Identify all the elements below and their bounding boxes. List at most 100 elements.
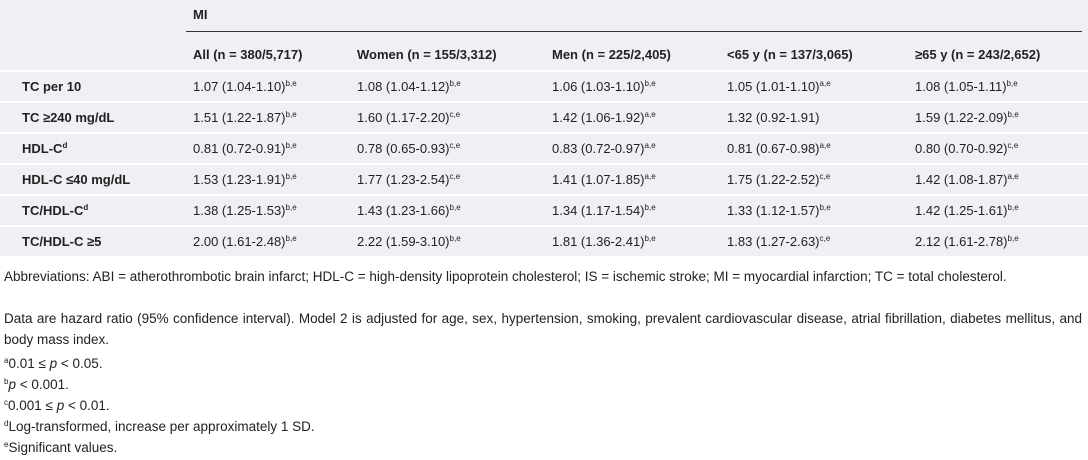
table-cell: 1.42 (1.06-1.92)a,e <box>552 110 656 125</box>
row-label-text: TC/HDL-C <box>22 203 84 218</box>
row-label: TC/HDL-C ≥5 <box>22 234 101 249</box>
superscript: c,e <box>819 234 831 243</box>
footnote-marker: a <box>4 356 9 365</box>
superscript: b,e <box>1007 110 1019 119</box>
footnote: eSignificant values. <box>4 434 1082 458</box>
row-background <box>0 72 1088 101</box>
cell-value: 1.07 (1.04-1.10) <box>193 79 286 94</box>
superscript: b,e <box>285 110 297 119</box>
superscript: a,e <box>1007 172 1019 181</box>
superscript: b,e <box>285 141 297 150</box>
row-label: HDL-Cd <box>22 141 67 156</box>
table-cell: 1.53 (1.23-1.91)b,e <box>193 172 297 187</box>
cell-value: 1.08 (1.05-1.11) <box>915 79 1007 94</box>
cell-value: 1.83 (1.27-2.63) <box>727 234 820 249</box>
row-background <box>0 227 1088 256</box>
cell-value: 0.80 (0.70-0.92) <box>915 141 1008 156</box>
cell-value: 1.38 (1.25-1.53) <box>193 203 286 218</box>
footnote-marker: e <box>4 440 9 449</box>
cell-value: 1.42 (1.06-1.92) <box>552 110 645 125</box>
table-cell: 1.77 (1.23-2.54)c,e <box>357 172 460 187</box>
cell-value: 1.60 (1.17-2.20) <box>357 110 450 125</box>
row-label: TC per 10 <box>22 79 81 94</box>
cell-value: 1.77 (1.23-2.54) <box>357 172 450 187</box>
superscript: b,e <box>1007 234 1019 243</box>
superscript: a,e <box>644 141 656 150</box>
superscript: b,e <box>644 203 656 212</box>
footnote-text: Log-transformed, increase per approximat… <box>8 419 315 434</box>
table-cell: 1.07 (1.04-1.10)b,e <box>193 79 297 94</box>
cell-value: 1.41 (1.07-1.85) <box>552 172 645 187</box>
cell-value: 1.53 (1.23-1.91) <box>193 172 286 187</box>
cell-value: 1.42 (1.08-1.87) <box>915 172 1008 187</box>
table-cell: 1.51 (1.22-1.87)b,e <box>193 110 297 125</box>
row-label: HDL-C ≤40 mg/dL <box>22 172 130 187</box>
superscript: b,e <box>285 79 297 88</box>
footnote: dLog-transformed, increase per approxima… <box>4 413 1082 437</box>
table-cell: 0.78 (0.65-0.93)c,e <box>357 141 460 156</box>
table-cell: 1.75 (1.22-2.52)c,e <box>727 172 830 187</box>
superscript: b,e <box>285 203 297 212</box>
cell-value: 1.33 (1.12-1.57) <box>727 203 820 218</box>
cell-value: 1.43 (1.23-1.66) <box>357 203 450 218</box>
table-cell: 1.42 (1.25-1.61)b,e <box>915 203 1019 218</box>
cell-value: 1.81 (1.36-2.41) <box>552 234 645 249</box>
table-cell: 2.22 (1.59-3.10)b,e <box>357 234 461 249</box>
row-label-text: HDL-C <box>22 141 63 156</box>
data-note: Data are hazard ratio (95% confidence in… <box>4 311 1082 347</box>
cell-value: 2.22 (1.59-3.10) <box>357 234 450 249</box>
superscript: b,e <box>449 79 461 88</box>
cell-value: 1.75 (1.22-2.52) <box>727 172 820 187</box>
row-label-text: HDL-C ≤40 mg/dL <box>22 172 131 187</box>
row-background <box>0 165 1088 194</box>
superscript: c,e <box>449 110 461 119</box>
superscript: b,e <box>1007 203 1019 212</box>
superscript: b,e <box>449 234 461 243</box>
table-cell: 1.43 (1.23-1.66)b,e <box>357 203 461 218</box>
superscript: b,e <box>644 79 656 88</box>
superscript: b,e <box>285 172 297 181</box>
superscript: b,e <box>449 203 461 212</box>
cell-value: 1.32 (0.92-1.91) <box>727 110 820 125</box>
group-header: MI <box>193 7 208 22</box>
superscript: b,e <box>644 234 656 243</box>
cell-value: 1.06 (1.03-1.10) <box>552 79 645 94</box>
table-cell: 1.06 (1.03-1.10)b,e <box>552 79 656 94</box>
table-cell: 1.60 (1.17-2.20)c,e <box>357 110 460 125</box>
table-cell: 1.38 (1.25-1.53)b,e <box>193 203 297 218</box>
row-label: TC/HDL-Cd <box>22 203 88 218</box>
footnote-text: < 0.001. <box>15 377 69 392</box>
table-cell: 2.00 (1.61-2.48)b,e <box>193 234 297 249</box>
footnote: a0.01 ≤ p < 0.05. <box>4 350 1082 374</box>
cell-value: 2.00 (1.61-2.48) <box>193 234 286 249</box>
column-header: Women (n = 155/3,312) <box>357 47 497 62</box>
cell-value: 1.05 (1.01-1.10) <box>727 79 820 94</box>
column-header: ≥65 y (n = 243/2,652) <box>915 47 1041 62</box>
cell-value: 0.78 (0.65-0.93) <box>357 141 450 156</box>
row-label-text: TC ≥240 mg/dL <box>22 110 115 125</box>
cell-value: 1.08 (1.04-1.12) <box>357 79 450 94</box>
group-rule <box>186 31 1082 32</box>
table-cell: 1.33 (1.12-1.57)b,e <box>727 203 831 218</box>
superscript: c,e <box>1007 141 1019 150</box>
footnote-marker: c <box>4 398 8 407</box>
table-cell: 1.08 (1.05-1.11)b,e <box>915 79 1018 94</box>
table-cell: 1.83 (1.27-2.63)c,e <box>727 234 830 249</box>
row-label-text: TC/HDL-C ≥5 <box>22 234 102 249</box>
cell-value: 1.34 (1.17-1.54) <box>552 203 645 218</box>
footnote-text: p <box>56 398 65 413</box>
row-label-text: TC per 10 <box>22 79 82 94</box>
cell-value: 0.81 (0.67-0.98) <box>727 141 820 156</box>
footnote-text: 0.001 ≤ <box>8 398 57 413</box>
footnote-text: Significant values. <box>8 440 118 455</box>
row-background <box>0 196 1088 225</box>
table-cell: 1.41 (1.07-1.85)a,e <box>552 172 656 187</box>
table-cell: 2.12 (1.61-2.78)b,e <box>915 234 1019 249</box>
cell-value: 1.59 (1.22-2.09) <box>915 110 1008 125</box>
footnote-marker: b <box>4 377 9 386</box>
row-background <box>0 103 1088 132</box>
cell-value: 1.42 (1.25-1.61) <box>915 203 1008 218</box>
superscript: d <box>62 141 68 150</box>
table-cell: 1.42 (1.08-1.87)a,e <box>915 172 1019 187</box>
